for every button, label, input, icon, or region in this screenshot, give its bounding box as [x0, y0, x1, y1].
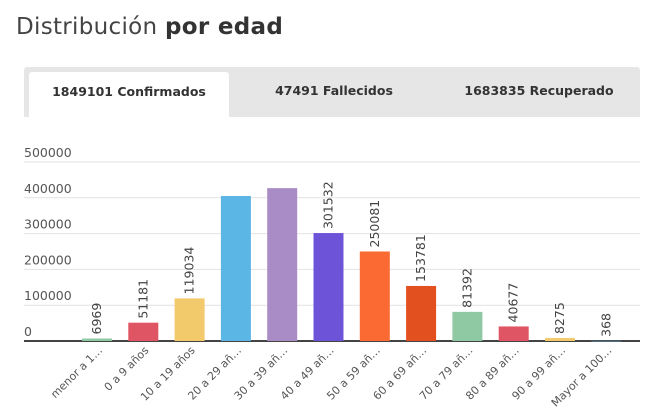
tab-fallecidos[interactable]: 47491 Fallecidos [275, 83, 393, 98]
bar [313, 233, 344, 341]
bar [498, 326, 529, 341]
bar [359, 251, 390, 341]
bar-value-label: 153781 [413, 234, 428, 282]
bar [591, 340, 622, 342]
bar [406, 285, 437, 341]
bar-value-label: 368 [598, 313, 613, 337]
tab-confirmados[interactable]: 1849101 Confirmados [29, 72, 229, 117]
bar-value-label: 119034 [182, 247, 197, 295]
bar-value-label: 6969 [89, 303, 104, 335]
y-tick-label: 400000 [24, 181, 72, 196]
bar-value-label: 51181 [135, 279, 150, 319]
bar-value-label: 250081 [367, 200, 382, 248]
page-title-bold: por edad [165, 14, 284, 40]
bar [82, 338, 112, 341]
bar [128, 322, 159, 341]
bar [267, 188, 298, 341]
x-tick-label: menor a 1… [48, 344, 105, 401]
y-tick-label: 100000 [24, 288, 72, 303]
bar [220, 196, 251, 341]
tab-recuperado[interactable]: 1683835 Recuperado [464, 83, 614, 98]
bar-value-label: 40677 [506, 283, 521, 323]
page-title-regular: Distribución [16, 14, 158, 40]
y-tick-label: 500000 [24, 145, 72, 160]
bar-value-label: 301532 [321, 181, 336, 229]
bar [452, 311, 483, 341]
y-tick-label: 0 [24, 324, 32, 339]
bar [545, 338, 575, 341]
page-title: Distribución por edad [16, 14, 283, 40]
bar-value-label: 8275 [552, 302, 567, 334]
y-tick-label: 300000 [24, 217, 72, 232]
x-tick-label: 0 a 9 años [102, 344, 152, 394]
bar-value-label: 81392 [459, 268, 474, 308]
bar [174, 298, 205, 341]
y-tick-label: 200000 [24, 252, 72, 267]
tab-bar: 1849101 Confirmados 47491 Fallecidos 168… [24, 67, 640, 117]
